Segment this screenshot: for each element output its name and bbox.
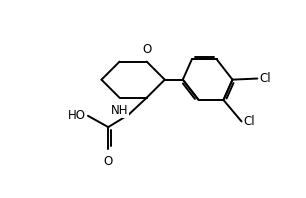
Text: NH: NH: [111, 104, 128, 117]
Text: O: O: [104, 155, 113, 168]
Text: Cl: Cl: [243, 115, 255, 128]
Text: HO: HO: [68, 109, 86, 122]
Text: Cl: Cl: [259, 72, 271, 85]
Text: O: O: [142, 43, 151, 56]
